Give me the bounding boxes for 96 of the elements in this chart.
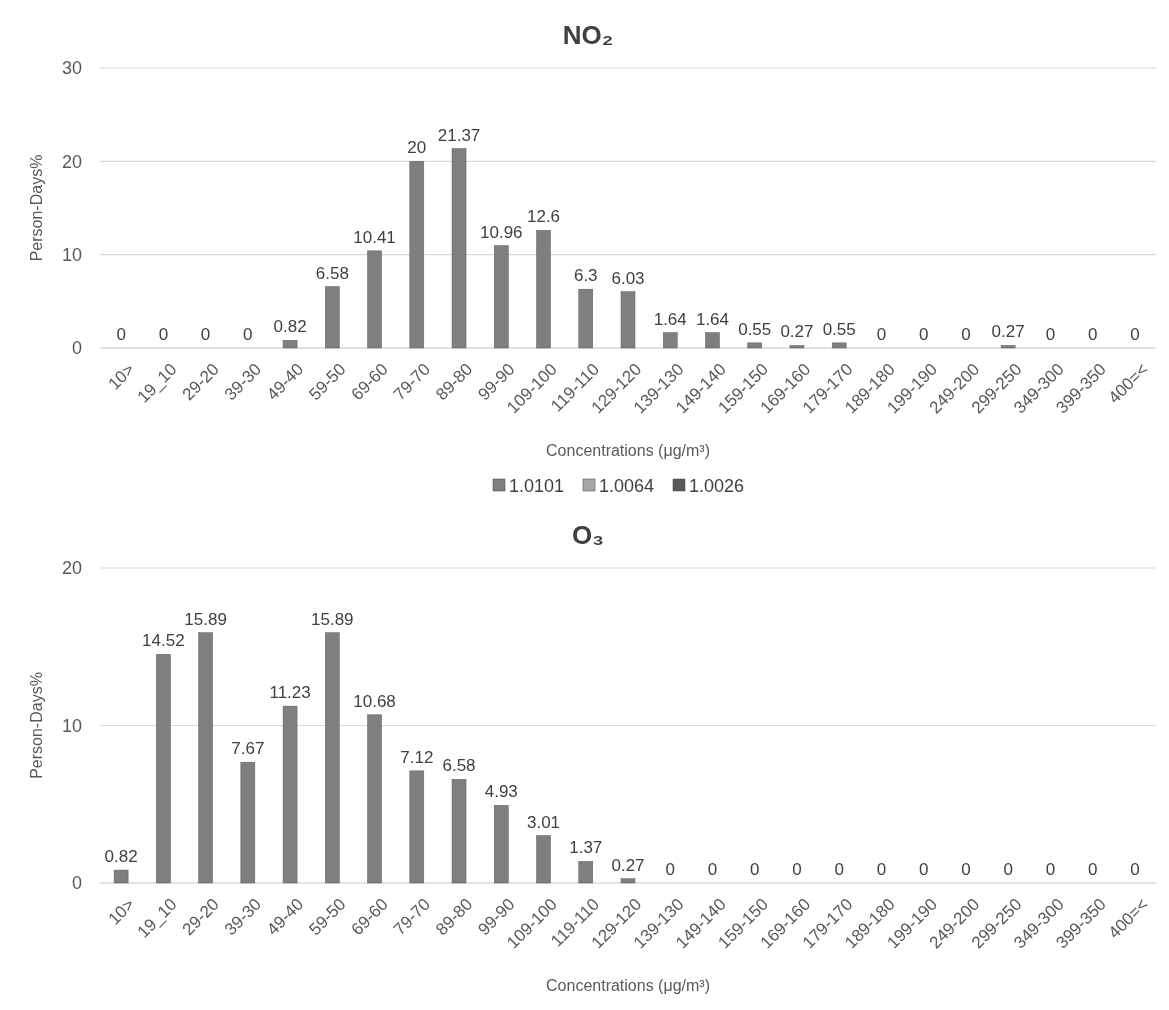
bar bbox=[282, 705, 298, 884]
y-tick-label: 30 bbox=[61, 58, 82, 79]
data-label: 0 bbox=[792, 860, 802, 879]
data-label: 0 bbox=[1003, 860, 1013, 879]
data-label: 0.27 bbox=[780, 322, 814, 342]
data-label: 7.67 bbox=[231, 739, 265, 759]
y-tick-label: 0 bbox=[71, 873, 82, 894]
data-label: 20 bbox=[407, 138, 427, 158]
bar bbox=[536, 230, 551, 349]
data-label: 0 bbox=[665, 860, 675, 879]
x-tick-label: 10> bbox=[104, 359, 139, 394]
data-label: 0 bbox=[961, 325, 971, 344]
legend-label: 1.0101 bbox=[509, 476, 565, 497]
y-tick-label: 10 bbox=[61, 244, 82, 265]
data-label: 12.6 bbox=[526, 207, 561, 227]
data-label: 0 bbox=[707, 860, 718, 879]
data-label: 0.82 bbox=[273, 317, 307, 337]
bar bbox=[747, 342, 762, 349]
data-label: 6.3 bbox=[573, 266, 598, 286]
data-label: 0 bbox=[918, 860, 929, 879]
bar bbox=[1000, 345, 1016, 349]
data-label: 0 bbox=[876, 860, 887, 879]
data-label: 0 bbox=[1130, 860, 1140, 879]
bar bbox=[409, 161, 425, 349]
bar bbox=[240, 761, 256, 884]
bar bbox=[367, 714, 382, 884]
bar bbox=[198, 632, 213, 884]
bar bbox=[831, 342, 847, 349]
y-axis-title: Person-Days% bbox=[28, 672, 45, 779]
bar bbox=[536, 835, 551, 884]
data-label: 0 bbox=[961, 860, 971, 879]
data-label: 10.96 bbox=[480, 222, 523, 242]
data-label: 1.37 bbox=[569, 838, 603, 858]
y-tick-label: 20 bbox=[61, 558, 82, 579]
data-label: 0 bbox=[1087, 860, 1098, 879]
bar bbox=[578, 288, 594, 349]
bar bbox=[620, 291, 636, 349]
bar bbox=[494, 805, 509, 884]
data-label: 6.03 bbox=[611, 268, 645, 288]
bar bbox=[789, 345, 805, 349]
x-axis-title: Concentrations (μg/m³) bbox=[546, 442, 710, 459]
data-label: 0 bbox=[834, 860, 844, 879]
data-label: 0.55 bbox=[738, 319, 772, 339]
bar bbox=[578, 861, 594, 884]
x-axis-title: Concentrations (μg/m³) bbox=[546, 977, 710, 994]
bar bbox=[662, 332, 678, 349]
data-label: 0.27 bbox=[991, 322, 1025, 342]
data-label: 0 bbox=[1130, 325, 1140, 344]
data-label: 1.64 bbox=[653, 309, 687, 329]
data-label: 0 bbox=[158, 325, 169, 344]
data-label: 0 bbox=[918, 325, 929, 344]
data-label: 0 bbox=[1087, 325, 1098, 344]
y-tick-label: 20 bbox=[61, 151, 82, 172]
bar bbox=[494, 245, 509, 349]
data-label: 0.82 bbox=[104, 847, 138, 867]
data-label: 0 bbox=[1045, 325, 1056, 344]
data-label: 0 bbox=[200, 325, 211, 344]
data-label: 14.52 bbox=[142, 631, 185, 651]
bar bbox=[325, 632, 340, 884]
legend-label: 1.0064 bbox=[599, 476, 655, 497]
bar bbox=[451, 148, 467, 349]
data-label: 10.41 bbox=[353, 227, 396, 247]
bar bbox=[367, 250, 382, 349]
data-label: 10.68 bbox=[353, 691, 396, 711]
data-label: 3.01 bbox=[526, 812, 561, 832]
data-label: 0 bbox=[116, 325, 126, 344]
data-label: 11.23 bbox=[269, 683, 311, 703]
y-axis-title: Person-Days% bbox=[28, 154, 45, 262]
chart-title: O₃ bbox=[571, 520, 605, 550]
bar bbox=[451, 779, 467, 884]
data-label: 6.58 bbox=[442, 756, 476, 776]
data-label: 0.55 bbox=[822, 319, 856, 339]
legend-label: 1.0026 bbox=[689, 476, 745, 497]
data-label: 0 bbox=[1045, 860, 1056, 879]
bar bbox=[325, 286, 340, 349]
bar bbox=[620, 878, 636, 884]
bar bbox=[282, 340, 298, 349]
data-label: 1.64 bbox=[695, 309, 730, 329]
data-label: 4.93 bbox=[484, 782, 518, 802]
data-label: 0.27 bbox=[611, 855, 645, 875]
bar bbox=[156, 654, 171, 884]
data-label: 6.58 bbox=[315, 263, 349, 283]
chart-title: NO₂ bbox=[562, 20, 614, 50]
data-label: 0 bbox=[876, 325, 887, 344]
data-label: 15.89 bbox=[311, 609, 354, 629]
bar bbox=[705, 332, 720, 349]
data-label: 15.89 bbox=[184, 609, 227, 629]
y-tick-label: 10 bbox=[61, 715, 82, 736]
data-label: 0 bbox=[243, 325, 253, 344]
bar bbox=[409, 770, 425, 884]
data-label: 7.12 bbox=[400, 747, 434, 767]
y-tick-label: 0 bbox=[71, 338, 82, 359]
bar bbox=[113, 869, 129, 884]
x-tick-label: 10> bbox=[104, 894, 139, 929]
data-label: 0 bbox=[749, 860, 760, 879]
data-label: 21.37 bbox=[437, 125, 481, 145]
